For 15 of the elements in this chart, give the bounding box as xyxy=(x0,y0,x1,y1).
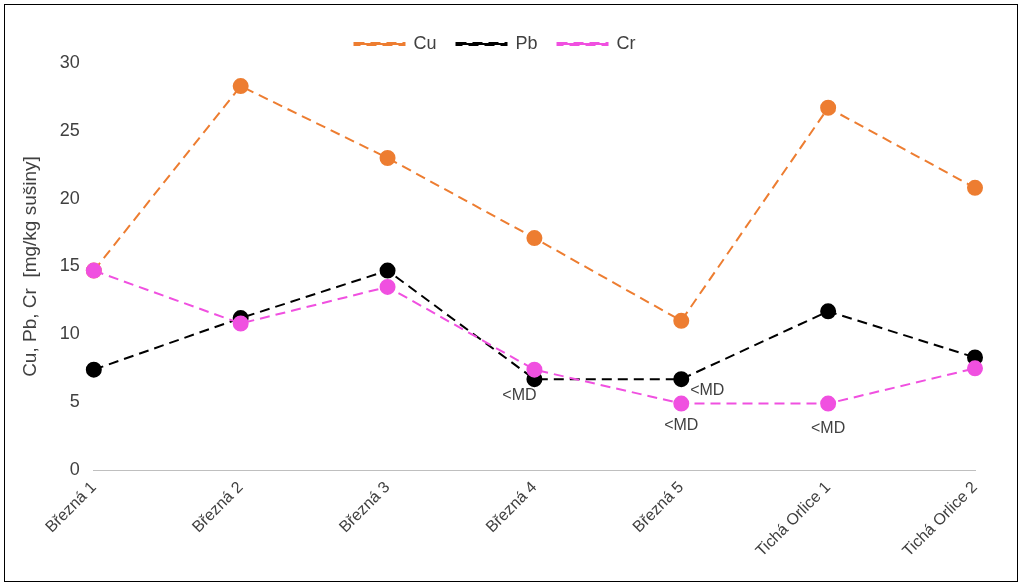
y-tick-label: 25 xyxy=(59,119,80,140)
annotation: <MD xyxy=(664,415,699,433)
y-tick-label: 15 xyxy=(59,255,80,276)
annotation: <MD xyxy=(690,380,725,398)
legend-label: Pb xyxy=(515,32,538,53)
y-tick-label: 20 xyxy=(59,187,80,208)
annotation: <MD xyxy=(502,385,537,403)
y-tick-label: 5 xyxy=(69,391,80,412)
y-axis-title: Cu, Pb, Cr [mg/kg sušiny] xyxy=(18,156,40,377)
y-tick-label: 30 xyxy=(59,51,80,72)
y-tick-label: 0 xyxy=(69,459,80,480)
y-tick-label: 10 xyxy=(59,323,80,344)
annotation: <MD xyxy=(811,418,846,436)
legend-label: Cr xyxy=(616,32,636,53)
legend-label: Cu xyxy=(413,32,437,53)
